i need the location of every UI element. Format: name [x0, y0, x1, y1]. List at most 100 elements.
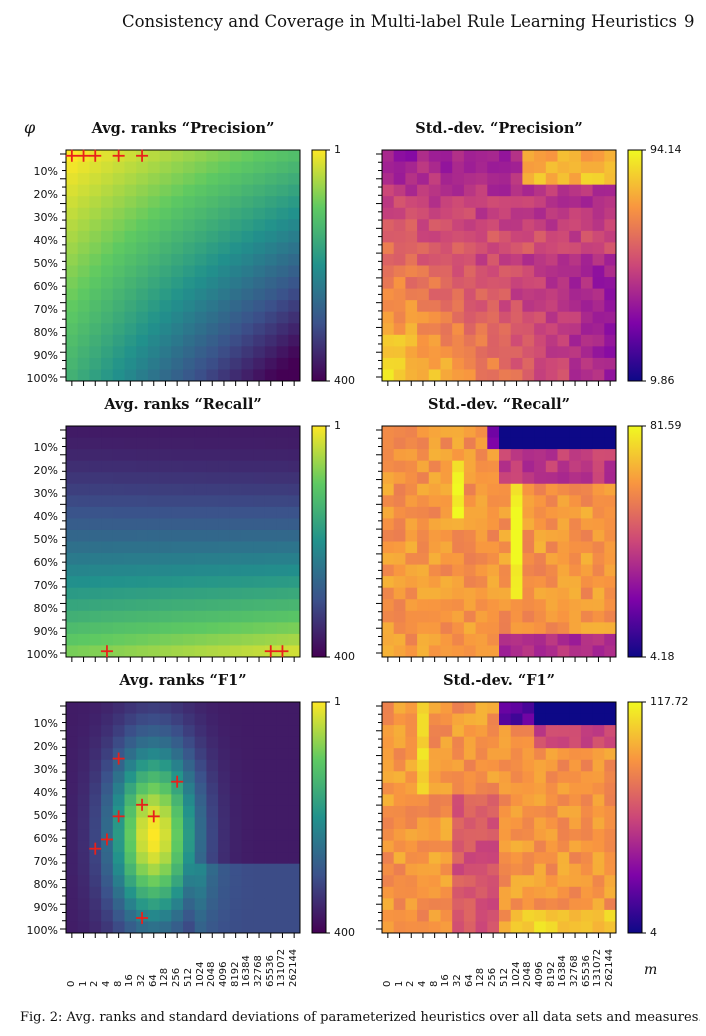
heatmap-cell	[510, 886, 523, 899]
heatmap-cell	[534, 518, 547, 531]
heatmap-cell	[218, 150, 231, 163]
heatmap-cell	[534, 748, 547, 761]
heatmap-cell	[183, 863, 196, 876]
heatmap-cell	[592, 518, 605, 531]
heatmap-cell	[569, 357, 582, 370]
heatmap-cell	[229, 725, 242, 738]
heatmap-cell	[487, 898, 500, 911]
heatmap-cell	[545, 334, 558, 347]
heatmap-cell	[534, 323, 547, 336]
heatmap-cell	[580, 506, 594, 519]
heatmap-cell	[288, 909, 301, 922]
heatmap-cell	[592, 323, 605, 336]
heatmap-cell	[229, 898, 242, 911]
heatmap-cell	[604, 921, 617, 934]
heatmap-cell	[580, 460, 594, 473]
heatmap-cell	[592, 300, 605, 313]
heatmap-cell	[463, 840, 477, 853]
heatmap-cell	[463, 771, 477, 784]
heatmap-cell	[218, 184, 231, 197]
heatmap-cell	[89, 173, 102, 186]
heatmap-cell	[194, 311, 207, 324]
heatmap-cell	[510, 576, 523, 589]
heatmap-cell	[428, 587, 441, 600]
heatmap-cell	[206, 288, 219, 301]
heatmap-cell	[288, 357, 301, 370]
heatmap-cell	[241, 184, 254, 197]
heatmap-cell	[276, 506, 289, 519]
phi-tick-label: 100%	[26, 924, 58, 938]
heatmap-cell	[136, 219, 149, 232]
heatmap-cell	[428, 495, 441, 508]
phi-tick-label: 40%	[33, 785, 58, 799]
heatmap-cell	[428, 736, 441, 749]
heatmap-cell	[89, 541, 102, 554]
heatmap-cell	[475, 576, 488, 589]
heatmap-cell	[382, 610, 395, 623]
heatmap-cell	[124, 437, 137, 450]
heatmap-cell	[253, 713, 266, 726]
heatmap-cell	[440, 346, 453, 359]
heatmap-cell	[580, 495, 594, 508]
heatmap-cell	[253, 553, 266, 566]
heatmap-cell	[241, 323, 254, 336]
heatmap-cell	[89, 346, 102, 359]
heatmap-cell	[206, 829, 219, 842]
heatmap-cell	[206, 161, 219, 174]
heatmap-cell	[510, 173, 523, 186]
heatmap-cell	[171, 518, 184, 531]
heatmap-cell	[428, 311, 441, 324]
heatmap-cell	[229, 173, 242, 186]
heatmap-cell	[557, 460, 570, 473]
heatmap-cell	[475, 184, 488, 197]
heatmap-cell	[417, 277, 430, 290]
heatmap-cell	[89, 863, 102, 876]
heatmap-cell	[557, 300, 570, 313]
heatmap-cell	[253, 150, 266, 163]
heatmap-cell	[545, 886, 558, 899]
heatmap-cell	[276, 576, 289, 589]
heatmap-cell	[475, 506, 488, 519]
heatmap-cell	[393, 817, 406, 830]
heatmap-cell	[440, 909, 453, 922]
heatmap-cell	[147, 875, 161, 888]
heatmap-cell	[194, 230, 207, 243]
heatmap-cell	[101, 863, 114, 876]
heatmap-cell	[382, 219, 395, 232]
heatmap-cell	[557, 541, 570, 554]
heatmap-cell	[428, 921, 441, 934]
heatmap-cell	[487, 863, 500, 876]
heatmap-cell	[428, 771, 441, 784]
heatmap-cell	[382, 898, 395, 911]
heatmap-cell	[171, 529, 184, 542]
heatmap-cell	[463, 184, 477, 197]
heatmap-cell	[147, 771, 161, 784]
heatmap-cell	[206, 759, 219, 772]
heatmap-cell	[393, 898, 406, 911]
heatmap-cell	[136, 553, 149, 566]
heatmap-cell	[463, 898, 477, 911]
heatmap-cell	[452, 829, 465, 842]
heatmap-cell	[288, 529, 301, 542]
heatmap-cell	[510, 599, 523, 612]
heatmap-cell	[417, 702, 430, 715]
heatmap-cell	[101, 529, 114, 542]
heatmap-cell	[206, 863, 219, 876]
heatmap-cell	[499, 840, 512, 853]
heatmap-cell	[475, 426, 488, 439]
heatmap-cell	[253, 610, 266, 623]
heatmap-cell	[112, 553, 125, 566]
heatmap-cell	[428, 173, 441, 186]
heatmap-cell	[534, 921, 547, 934]
heatmap-cell	[428, 196, 441, 209]
heatmap-cell	[276, 541, 289, 554]
heatmap-cell	[241, 610, 254, 623]
heatmap-cell	[194, 553, 207, 566]
heatmap-cell	[66, 426, 79, 439]
heatmap-cell	[171, 748, 184, 761]
heatmap-cell	[183, 483, 196, 496]
heatmap-cell	[557, 794, 570, 807]
heatmap-cell	[89, 184, 102, 197]
heatmap-cell	[288, 736, 301, 749]
heatmap-cell	[592, 886, 605, 899]
